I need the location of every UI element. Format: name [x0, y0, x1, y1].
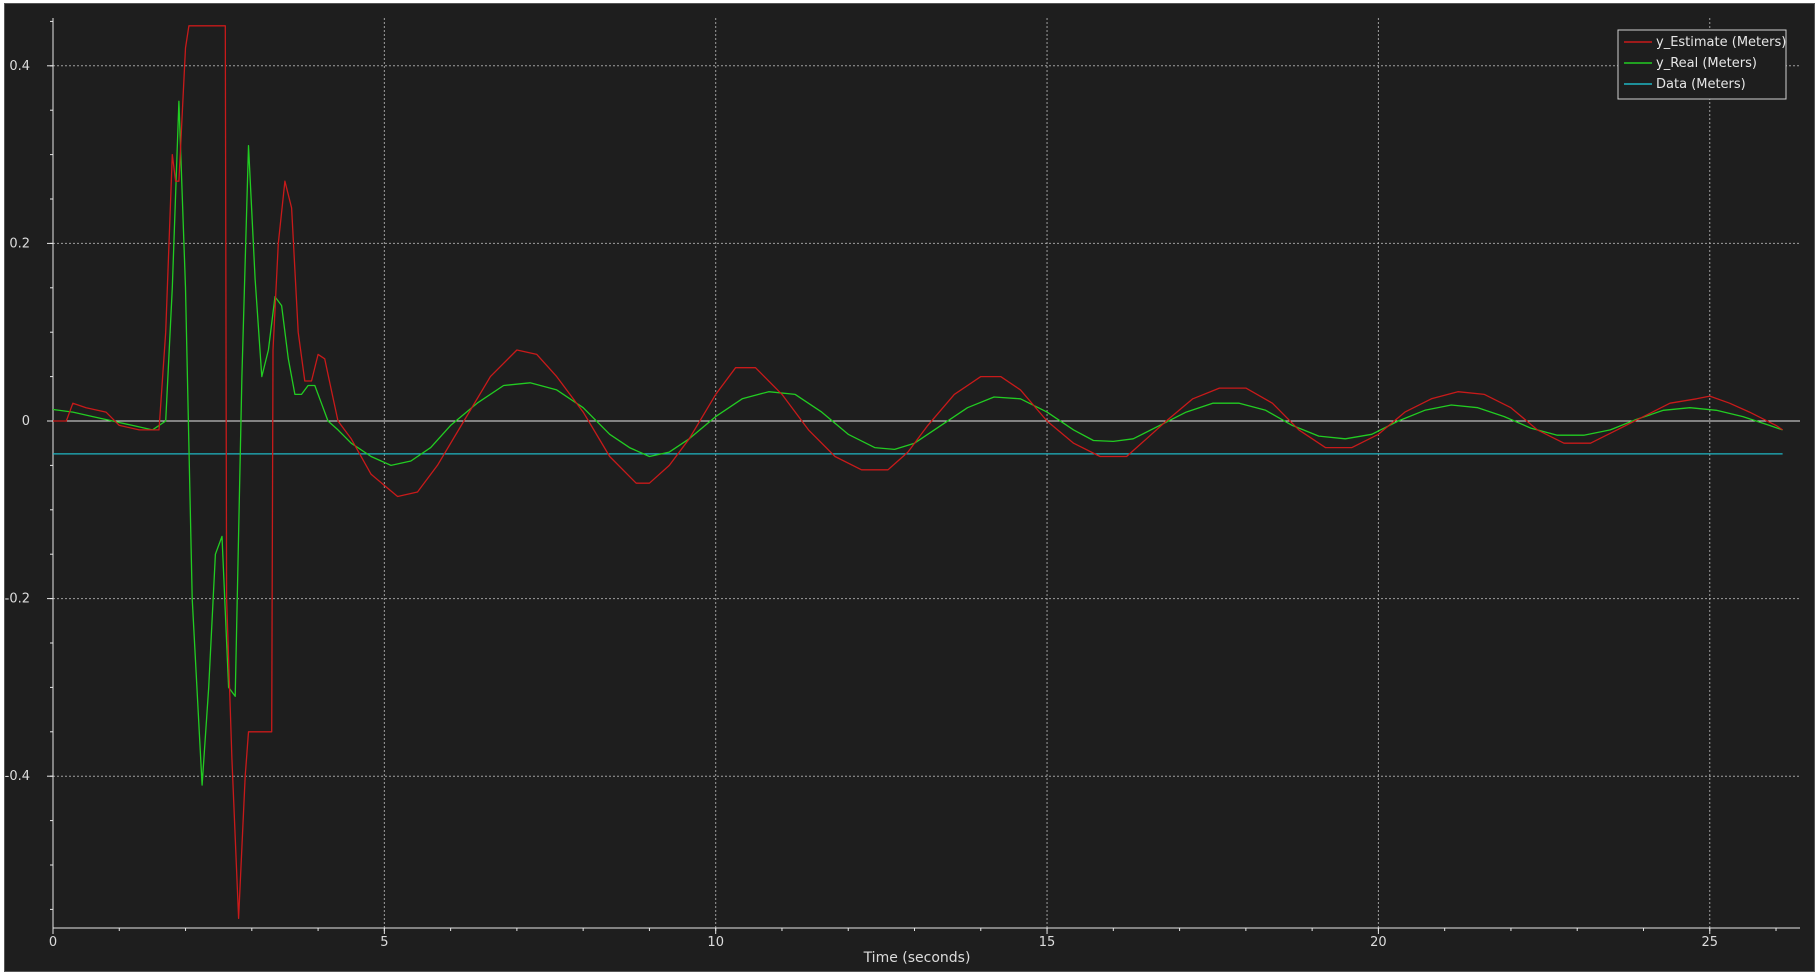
legend-label: y_Estimate (Meters): [1656, 35, 1786, 50]
y-tick-label: 0.2: [9, 236, 30, 251]
legend-entry: Data (Meters): [1624, 77, 1746, 92]
legend: y_Estimate (Meters) y_Real (Meters) Data (…: [1617, 29, 1787, 100]
x-axis-title: Time (seconds): [863, 950, 971, 966]
x-tick-label: 10: [707, 935, 724, 950]
series-layer: [52, 25, 1783, 919]
series-line-y-estimate: [53, 25, 1783, 919]
legend-entry: y_Real (Meters): [1624, 56, 1757, 71]
legend-label: Data (Meters): [1656, 77, 1746, 92]
series-line-y-real: [52, 100, 1783, 786]
y-tick-label: 0: [22, 414, 30, 429]
x-tick-label: 20: [1370, 935, 1387, 950]
legend-label: y_Real (Meters): [1656, 56, 1757, 71]
x-tick-label: 5: [380, 935, 388, 950]
legend-entry: y_Estimate (Meters): [1624, 35, 1786, 50]
chart-frame: [4, 3, 1815, 972]
axes: 0 5 10 15 20 25 -0.4 -0.2 0 0.2 0.4: [5, 18, 1800, 950]
x-tick-label: 15: [1039, 935, 1056, 950]
grid: [53, 18, 1800, 928]
y-tick-label: 0.4: [9, 59, 30, 74]
x-tick-label: 0: [49, 935, 57, 950]
y-tick-label: -0.2: [5, 592, 30, 607]
x-tick-label: 25: [1701, 935, 1718, 950]
y-tick-label: -0.4: [5, 769, 30, 784]
